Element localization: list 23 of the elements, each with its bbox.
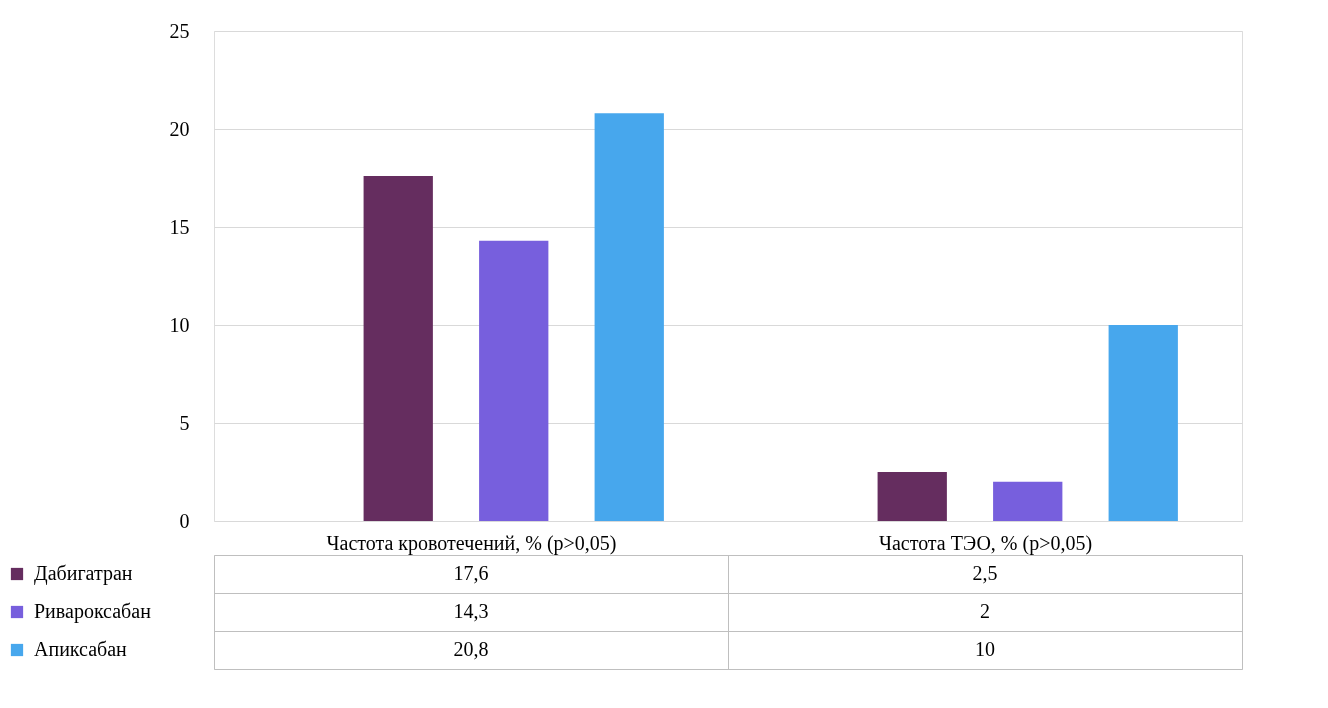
data-label: 17,6 (453, 562, 489, 584)
data-label: 20,8 (453, 638, 489, 660)
legend-label: Ривароксабан (34, 600, 152, 623)
data-label: 14,3 (453, 600, 489, 622)
y-tick-label: 15 (169, 215, 190, 238)
y-tick-label: 20 (169, 117, 190, 140)
x-tick-label: Частота кровотечений, % (p>0,05) (326, 531, 617, 555)
bar (993, 481, 1063, 521)
legend-label: Апиксабан (34, 638, 128, 660)
bar (363, 176, 433, 521)
y-tick-label: 5 (179, 411, 190, 434)
legend-label: Дабигатран (34, 562, 133, 585)
data-label: 2 (980, 600, 990, 622)
bar (877, 472, 947, 521)
bar (479, 240, 549, 521)
x-tick-label: Частота ТЭО, % (p>0,05) (878, 531, 1093, 555)
data-label: 2,5 (972, 562, 998, 584)
y-tick-label: 25 (169, 19, 190, 42)
bar (594, 113, 664, 521)
y-tick-label: 10 (169, 313, 190, 336)
bar (1108, 325, 1178, 521)
data-label: 10 (975, 638, 995, 660)
y-tick-label: 0 (179, 509, 190, 532)
